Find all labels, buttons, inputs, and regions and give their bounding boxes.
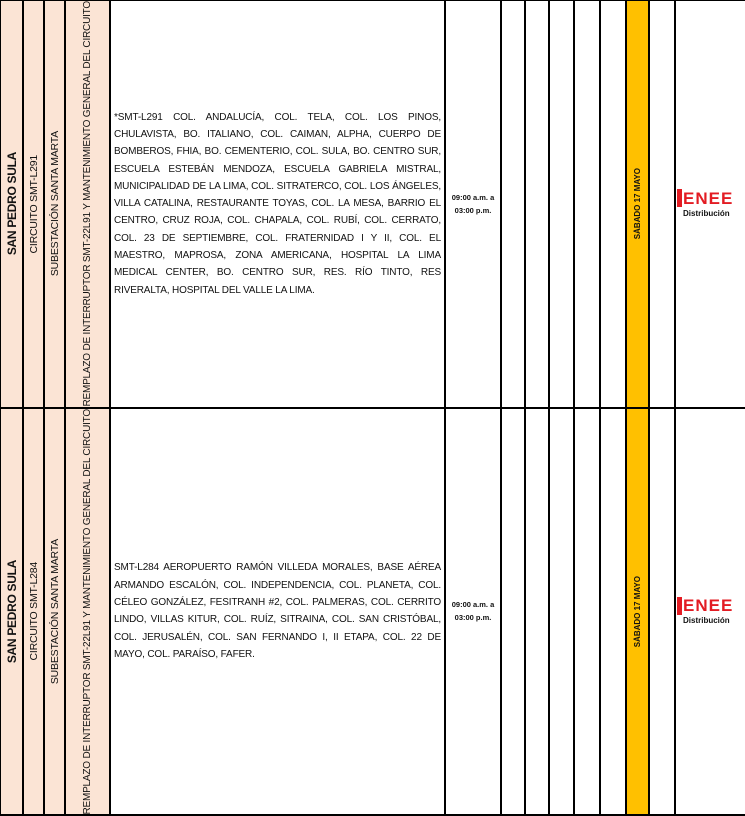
table-row: SAN PEDRO SULA CIRCUITO SMT-L284 SUBESTA… <box>0 406 745 816</box>
enee-logo: ENEE Distribución <box>677 596 745 626</box>
areas-cell: *SMT-L291 COL. ANDALUCÍA, COL. TELA, COL… <box>109 0 446 409</box>
empty-cell <box>548 406 575 816</box>
areas-cell: SMT-L284 AEROPUERTO RAMÓN VILLEDA MORALE… <box>109 406 446 816</box>
city-cell: SAN PEDRO SULA <box>0 406 24 816</box>
circuit: CIRCUITO SMT-L284 <box>27 562 40 661</box>
date-cell: SÁBADO 17 MAYO <box>625 0 650 409</box>
empty-cell <box>648 406 676 816</box>
empty-cell <box>599 406 627 816</box>
date: SÁBADO 17 MAYO <box>633 168 642 240</box>
logo-sub: Distribución <box>683 616 730 626</box>
substation: SUBESTACIÓN SANTA MARTA <box>48 538 61 684</box>
empty-cell <box>524 0 550 409</box>
enee-logo: ENEE Distribución <box>677 188 745 219</box>
table-row: SAN PEDRO SULA CIRCUITO SMT-L291 SUBESTA… <box>0 0 745 409</box>
affected-areas: *SMT-L291 COL. ANDALUCÍA, COL. TELA, COL… <box>114 111 441 296</box>
logo-cell: ENEE Distribución <box>674 406 745 816</box>
logo-sub: Distribución <box>683 208 730 218</box>
task-cell: REMPLAZO DE INTERRUPTOR SMT-22L91 Y MANT… <box>64 406 111 816</box>
empty-cell <box>500 0 526 409</box>
logo-brand: ENEE <box>683 188 734 208</box>
empty-cell <box>548 0 575 409</box>
empty-cell <box>500 406 526 816</box>
date-cell: SÁBADO 17 MAYO <box>625 406 650 816</box>
time-range: 09:00 a.m. a 03:00 p.m. <box>447 191 499 217</box>
time-start: 09:00 a.m. a <box>451 192 495 202</box>
substation: SUBESTACIÓN SANTA MARTA <box>48 131 61 277</box>
time-range: 09:00 a.m. a 03:00 p.m. <box>447 598 499 624</box>
circuit: CIRCUITO SMT-L291 <box>27 154 40 254</box>
time-end: 03:00 p.m. <box>454 205 492 215</box>
empty-cell <box>599 0 627 409</box>
task: REMPLAZO DE INTERRUPTOR SMT-22L91 Y MANT… <box>82 1 93 407</box>
time-start: 09:00 a.m. a <box>451 600 495 610</box>
task: REMPLAZO DE INTERRUPTOR SMT-22L91 Y MANT… <box>82 408 93 815</box>
logo-mark-icon <box>677 596 682 615</box>
substation-cell: SUBESTACIÓN SANTA MARTA <box>43 406 66 816</box>
empty-cell <box>573 0 601 409</box>
time-cell: 09:00 a.m. a 03:00 p.m. <box>444 406 502 816</box>
city-cell: SAN PEDRO SULA <box>0 0 24 409</box>
time-cell: 09:00 a.m. a 03:00 p.m. <box>444 0 502 409</box>
circuit-cell: CIRCUITO SMT-L291 <box>22 0 45 409</box>
date: SÁBADO 17 MAYO <box>633 575 642 647</box>
empty-cell <box>648 0 676 409</box>
time-end: 03:00 p.m. <box>454 613 492 623</box>
city: SAN PEDRO SULA <box>4 152 19 256</box>
empty-cell <box>524 406 550 816</box>
circuit-cell: CIRCUITO SMT-L284 <box>22 406 45 816</box>
logo-brand: ENEE <box>683 596 734 616</box>
logo-cell: ENEE Distribución <box>674 0 745 409</box>
logo-mark-icon <box>677 189 682 208</box>
substation-cell: SUBESTACIÓN SANTA MARTA <box>43 0 66 409</box>
empty-cell <box>573 406 601 816</box>
affected-areas: SMT-L284 AEROPUERTO RAMÓN VILLEDA MORALE… <box>114 562 441 660</box>
city: SAN PEDRO SULA <box>4 559 19 663</box>
task-cell: REMPLAZO DE INTERRUPTOR SMT-22L91 Y MANT… <box>64 0 111 409</box>
